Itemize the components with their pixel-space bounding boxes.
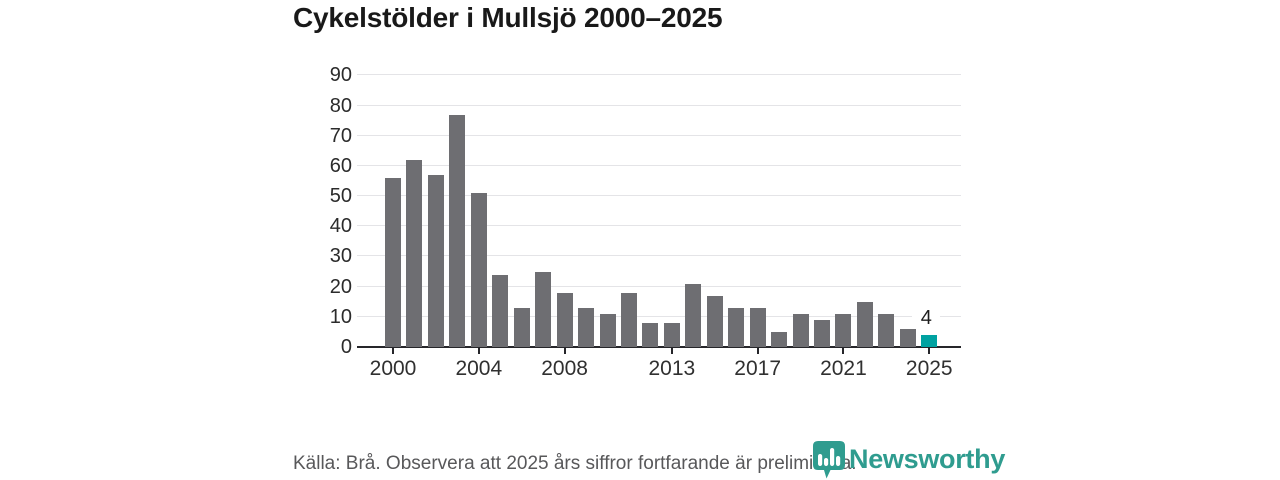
- gridline-80: [357, 104, 961, 106]
- x-tick-label-2013: 2013: [648, 357, 696, 380]
- bar-2010: [599, 313, 616, 347]
- bar-2017: [749, 307, 766, 347]
- x-tick-label-2000: 2000: [369, 357, 417, 380]
- x-tick-2017: [756, 348, 759, 354]
- bar-2014: [685, 283, 702, 347]
- bar-2025: [921, 334, 938, 347]
- x-tick-2004: [477, 348, 480, 354]
- y-tick-label-10: 10: [329, 305, 352, 328]
- gridline-90: [357, 74, 961, 76]
- gridline-30: [357, 255, 961, 257]
- plot-area: 4: [357, 72, 961, 348]
- bar-2024: [899, 328, 916, 347]
- bar-2021: [835, 313, 852, 347]
- x-axis-line: [357, 346, 961, 348]
- gridline-50: [357, 195, 961, 197]
- y-tick-label-20: 20: [329, 275, 352, 298]
- x-tick-2013: [670, 348, 673, 354]
- x-tick-label-2017: 2017: [734, 357, 781, 380]
- y-axis-labels: 0 10 20 30 40 50 60 70 80 90: [300, 64, 352, 358]
- bar-2018: [771, 331, 788, 347]
- y-tick-label-90: 90: [329, 64, 352, 87]
- x-tick-label-2004: 2004: [455, 357, 503, 380]
- gridline-70: [357, 134, 961, 136]
- x-tick-2000: [392, 348, 394, 354]
- bar-2013: [663, 322, 680, 347]
- bar-2002: [427, 174, 444, 347]
- newsworthy-logo[interactable]: Newsworthy: [812, 440, 1005, 480]
- gridline-60: [357, 164, 961, 166]
- bar-2000: [385, 177, 401, 347]
- y-tick-label-0: 0: [340, 336, 352, 358]
- bar-2005: [492, 274, 509, 347]
- source-note: Källa: Brå. Observera att 2025 års siffr…: [293, 453, 857, 474]
- y-tick-label-60: 60: [329, 154, 352, 177]
- newsworthy-logo-text: Newsworthy: [849, 444, 1006, 474]
- y-tick-label-70: 70: [329, 124, 352, 147]
- newsworthy-bubble-chart-icon: [813, 441, 845, 479]
- bar-2009: [578, 307, 595, 347]
- y-tick-label-50: 50: [329, 185, 352, 208]
- chart-title: Cykelstölder i Mullsjö 2000–2025: [293, 2, 723, 33]
- x-tick-2008: [563, 348, 566, 354]
- bar-2012: [642, 322, 659, 347]
- bar-2001: [406, 159, 423, 347]
- y-tick-label-30: 30: [329, 245, 352, 268]
- bar-2015: [706, 295, 723, 347]
- bar-2019: [792, 313, 809, 347]
- x-axis: 2000 2004 2008 2013 2017 2021 2025: [357, 347, 961, 387]
- x-tick-2025: [928, 348, 931, 354]
- bar-2023: [878, 313, 895, 347]
- bar-2022: [856, 301, 873, 347]
- bar-2008: [556, 292, 573, 347]
- bar-2011: [620, 292, 637, 347]
- gridline-10: [357, 315, 961, 317]
- bar-2006: [513, 307, 530, 347]
- x-tick-label-2021: 2021: [820, 357, 867, 380]
- x-tick-label-2008: 2008: [541, 357, 588, 380]
- y-tick-label-40: 40: [329, 215, 352, 238]
- x-tick-2021: [842, 348, 845, 354]
- bar-2003: [449, 114, 466, 347]
- bar-2016: [728, 307, 745, 347]
- highlight-value-label: 4: [912, 307, 941, 328]
- gridline-20: [357, 285, 961, 287]
- y-tick-label-80: 80: [329, 94, 352, 117]
- x-tick-label-2025: 2025: [905, 357, 953, 380]
- bar-2004: [470, 193, 487, 347]
- gridline-40: [357, 225, 961, 227]
- bar-2020: [814, 319, 830, 347]
- bar-2007: [535, 271, 552, 347]
